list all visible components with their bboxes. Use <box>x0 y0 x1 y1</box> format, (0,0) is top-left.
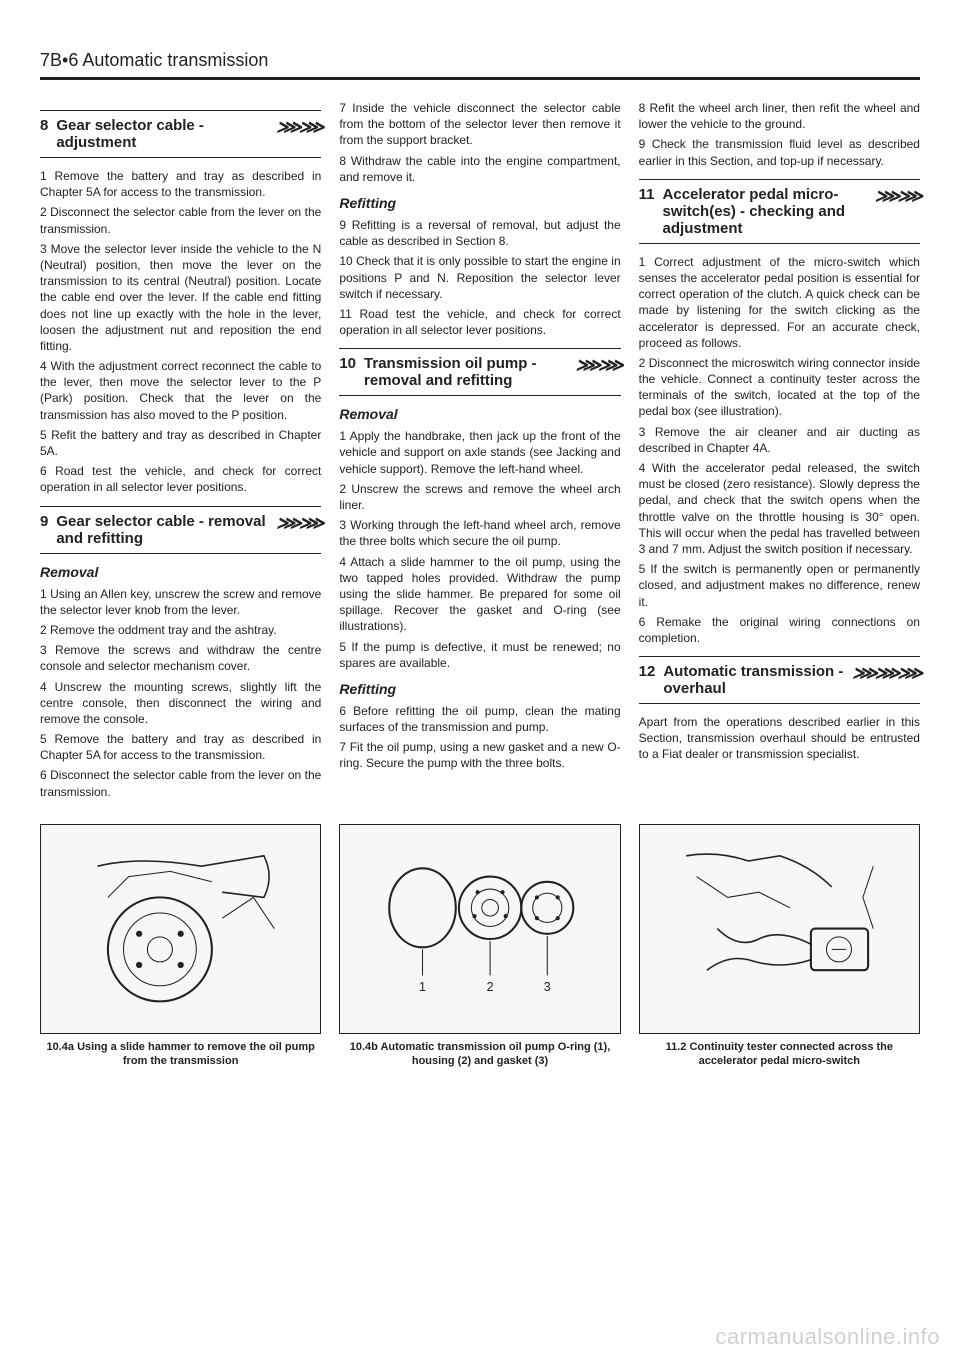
section-title: Gear selector cable - adjustment <box>56 117 276 151</box>
figure-11-2: 11.2 Continuity tester connected across … <box>639 824 920 1069</box>
body-text: 2 Unscrew the screws and remove the whee… <box>339 481 620 513</box>
body-text: 6 Remake the original wiring connections… <box>639 614 920 646</box>
column-3: 8 Refit the wheel arch liner, then refit… <box>639 100 920 804</box>
body-text: 3 Remove the air cleaner and air ducting… <box>639 424 920 456</box>
body-text: 10 Check that it is only possible to sta… <box>339 253 620 302</box>
section-num: 12 <box>639 663 656 680</box>
difficulty-icon: ⋙⋙ <box>276 117 321 138</box>
figure-caption: 10.4a Using a slide hammer to remove the… <box>40 1040 321 1069</box>
body-text: 7 Fit the oil pump, using a new gasket a… <box>339 739 620 771</box>
body-text: 4 With the adjustment correct reconnect … <box>40 358 321 423</box>
svg-text:1: 1 <box>419 980 426 994</box>
difficulty-icon: ⋙⋙ <box>575 355 620 376</box>
section-title: Gear selector cable - removal and refitt… <box>56 513 276 547</box>
section-8-header: 8 Gear selector cable - adjustment ⋙⋙ <box>40 110 321 158</box>
body-text: 2 Disconnect the microswitch wiring conn… <box>639 355 920 420</box>
body-text: 2 Remove the oddment tray and the ashtra… <box>40 622 321 638</box>
body-text: 4 With the accelerator pedal released, t… <box>639 460 920 557</box>
difficulty-icon: ⋙⋙⋙ <box>852 663 920 684</box>
body-text: 9 Check the transmission fluid level as … <box>639 136 920 168</box>
figure-image: 1 2 3 <box>339 824 620 1034</box>
section-title: Automatic transmission - overhaul <box>663 663 852 697</box>
watermark: carmanualsonline.info <box>715 1324 940 1350</box>
body-text: 7 Inside the vehicle disconnect the sele… <box>339 100 620 149</box>
body-text: 4 Unscrew the mounting screws, slightly … <box>40 679 321 728</box>
section-title: Accelerator pedal micro-switch(es) - che… <box>663 186 875 237</box>
body-text: 6 Road test the vehicle, and check for c… <box>40 463 321 495</box>
difficulty-icon: ⋙⋙ <box>875 186 920 207</box>
svg-text:2: 2 <box>487 980 494 994</box>
body-text: 8 Refit the wheel arch liner, then refit… <box>639 100 920 132</box>
body-text: 4 Attach a slide hammer to the oil pump,… <box>339 554 620 635</box>
body-text: 1 Using an Allen key, unscrew the screw … <box>40 586 321 618</box>
difficulty-icon: ⋙⋙ <box>276 513 321 534</box>
content-columns: 8 Gear selector cable - adjustment ⋙⋙ 1 … <box>40 100 920 804</box>
body-text: 5 Refit the battery and tray as describe… <box>40 427 321 459</box>
body-text: 2 Disconnect the selector cable from the… <box>40 204 321 236</box>
figure-caption: 10.4b Automatic transmission oil pump O-… <box>339 1040 620 1069</box>
svg-text:3: 3 <box>544 980 551 994</box>
body-text: 11 Road test the vehicle, and check for … <box>339 306 620 338</box>
section-11-header: 11 Accelerator pedal micro-switch(es) - … <box>639 179 920 244</box>
body-text: 3 Move the selector lever inside the veh… <box>40 241 321 354</box>
body-text: 3 Remove the screws and withdraw the cen… <box>40 642 321 674</box>
section-10-header: 10 Transmission oil pump - removal and r… <box>339 348 620 396</box>
body-text: 5 If the switch is permanently open or p… <box>639 561 920 610</box>
body-text: 1 Apply the handbrake, then jack up the … <box>339 428 620 477</box>
figure-caption: 11.2 Continuity tester connected across … <box>639 1040 920 1069</box>
section-num: 8 <box>40 117 48 134</box>
figure-10-4b: 1 2 3 10.4b Automatic transmission oil p… <box>339 824 620 1069</box>
page-header: 7B•6 Automatic transmission <box>40 50 920 80</box>
column-2: 7 Inside the vehicle disconnect the sele… <box>339 100 620 804</box>
body-text: 3 Working through the left-hand wheel ar… <box>339 517 620 549</box>
body-text: 5 If the pump is defective, it must be r… <box>339 639 620 671</box>
subhead-refitting: Refitting <box>339 195 620 211</box>
body-text: 1 Correct adjustment of the micro-switch… <box>639 254 920 351</box>
body-text: 8 Withdraw the cable into the engine com… <box>339 153 620 185</box>
subhead-removal: Removal <box>40 564 321 580</box>
section-9-header: 9 Gear selector cable - removal and refi… <box>40 506 321 554</box>
body-text: 6 Disconnect the selector cable from the… <box>40 767 321 799</box>
section-12-header: 12 Automatic transmission - overhaul ⋙⋙⋙ <box>639 656 920 704</box>
subhead-refitting: Refitting <box>339 681 620 697</box>
column-1: 8 Gear selector cable - adjustment ⋙⋙ 1 … <box>40 100 321 804</box>
body-text: 5 Remove the battery and tray as describ… <box>40 731 321 763</box>
body-text: 6 Before refitting the oil pump, clean t… <box>339 703 620 735</box>
subhead-removal: Removal <box>339 406 620 422</box>
figure-image <box>40 824 321 1034</box>
body-text: Apart from the operations described earl… <box>639 714 920 763</box>
body-text: 1 Remove the battery and tray as describ… <box>40 168 321 200</box>
figure-row: 10.4a Using a slide hammer to remove the… <box>40 824 920 1069</box>
section-num: 10 <box>339 355 356 372</box>
figure-image <box>639 824 920 1034</box>
section-num: 9 <box>40 513 48 530</box>
body-text: 9 Refitting is a reversal of removal, bu… <box>339 217 620 249</box>
section-num: 11 <box>639 186 655 203</box>
section-title: Transmission oil pump - removal and refi… <box>364 355 575 389</box>
figure-10-4a: 10.4a Using a slide hammer to remove the… <box>40 824 321 1069</box>
